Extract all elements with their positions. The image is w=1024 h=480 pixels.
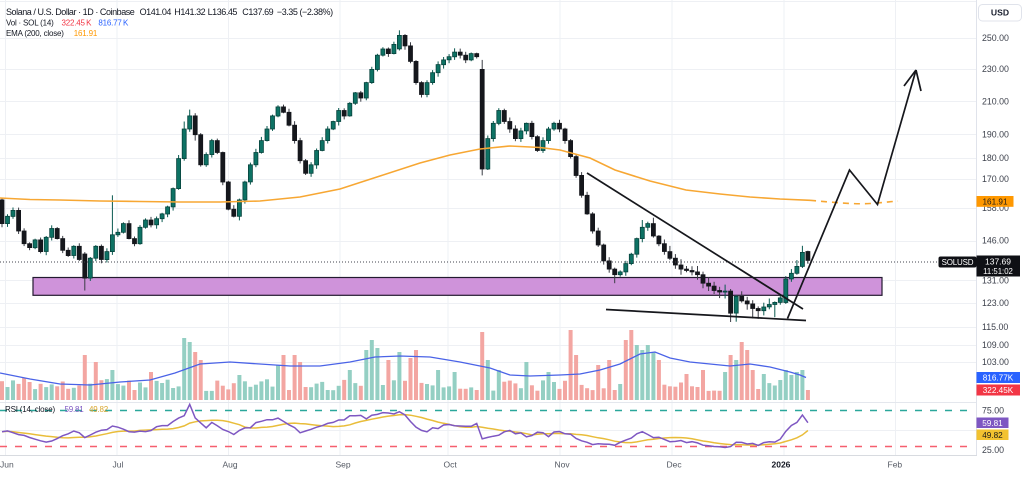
svg-text:59.81: 59.81 (65, 405, 85, 414)
svg-text:11:51:02: 11:51:02 (983, 267, 1013, 276)
svg-text:O141.04: O141.04 (140, 7, 172, 17)
svg-text:Nov: Nov (555, 460, 571, 470)
svg-text:Vol · SOL (14): Vol · SOL (14) (6, 19, 54, 28)
svg-text:161.91: 161.91 (74, 29, 98, 38)
svg-text:146.00: 146.00 (982, 236, 1009, 246)
svg-text:Dec: Dec (667, 460, 683, 470)
svg-text:49.82: 49.82 (89, 405, 109, 414)
svg-text:25.00: 25.00 (982, 445, 1004, 455)
svg-text:Feb: Feb (888, 460, 903, 470)
svg-text:123.00: 123.00 (982, 298, 1009, 308)
svg-text:103.00: 103.00 (982, 357, 1009, 367)
svg-text:109.00: 109.00 (982, 340, 1009, 350)
svg-text:816.77K: 816.77K (983, 374, 1014, 383)
svg-text:Aug: Aug (223, 460, 238, 470)
svg-text:Oct: Oct (444, 460, 458, 470)
svg-text:59.81: 59.81 (982, 419, 1003, 428)
svg-text:75.00: 75.00 (982, 406, 1004, 416)
svg-text:Jul: Jul (113, 460, 124, 470)
svg-text:322.45 K: 322.45 K (62, 19, 93, 28)
svg-text:Sep: Sep (336, 460, 351, 470)
svg-text:170.00: 170.00 (982, 174, 1009, 184)
svg-text:250.00: 250.00 (982, 33, 1009, 43)
svg-text:EMA (200, close): EMA (200, close) (6, 29, 64, 38)
svg-text:RSI (14, close): RSI (14, close) (5, 405, 55, 414)
svg-text:115.00: 115.00 (982, 322, 1008, 332)
svg-text:L136.45: L136.45 (208, 7, 238, 17)
svg-text:Solana / U.S. Dollar · 1D · Co: Solana / U.S. Dollar · 1D · Coinbase (6, 7, 135, 17)
svg-text:49.82: 49.82 (982, 431, 1003, 440)
svg-text:USD: USD (991, 8, 1009, 18)
svg-text:137.69: 137.69 (985, 256, 1011, 266)
svg-text:C137.69: C137.69 (242, 7, 273, 17)
svg-text:190.00: 190.00 (982, 130, 1009, 140)
svg-text:SOLUSD: SOLUSD (942, 258, 974, 267)
svg-text:210.00: 210.00 (982, 96, 1009, 106)
svg-text:230.00: 230.00 (982, 64, 1009, 74)
svg-text:Jun: Jun (0, 460, 14, 470)
svg-text:158.00: 158.00 (982, 203, 1009, 213)
svg-text:2026: 2026 (772, 460, 791, 470)
svg-text:816.77 K: 816.77 K (98, 19, 129, 28)
svg-text:H141.32: H141.32 (174, 7, 205, 17)
svg-text:180.00: 180.00 (982, 153, 1009, 163)
svg-text:−3.35 (−2.38%): −3.35 (−2.38%) (277, 7, 333, 17)
svg-text:161.91: 161.91 (982, 197, 1007, 206)
svg-text:131.00: 131.00 (982, 275, 1009, 285)
svg-text:322.45K: 322.45K (983, 386, 1014, 395)
